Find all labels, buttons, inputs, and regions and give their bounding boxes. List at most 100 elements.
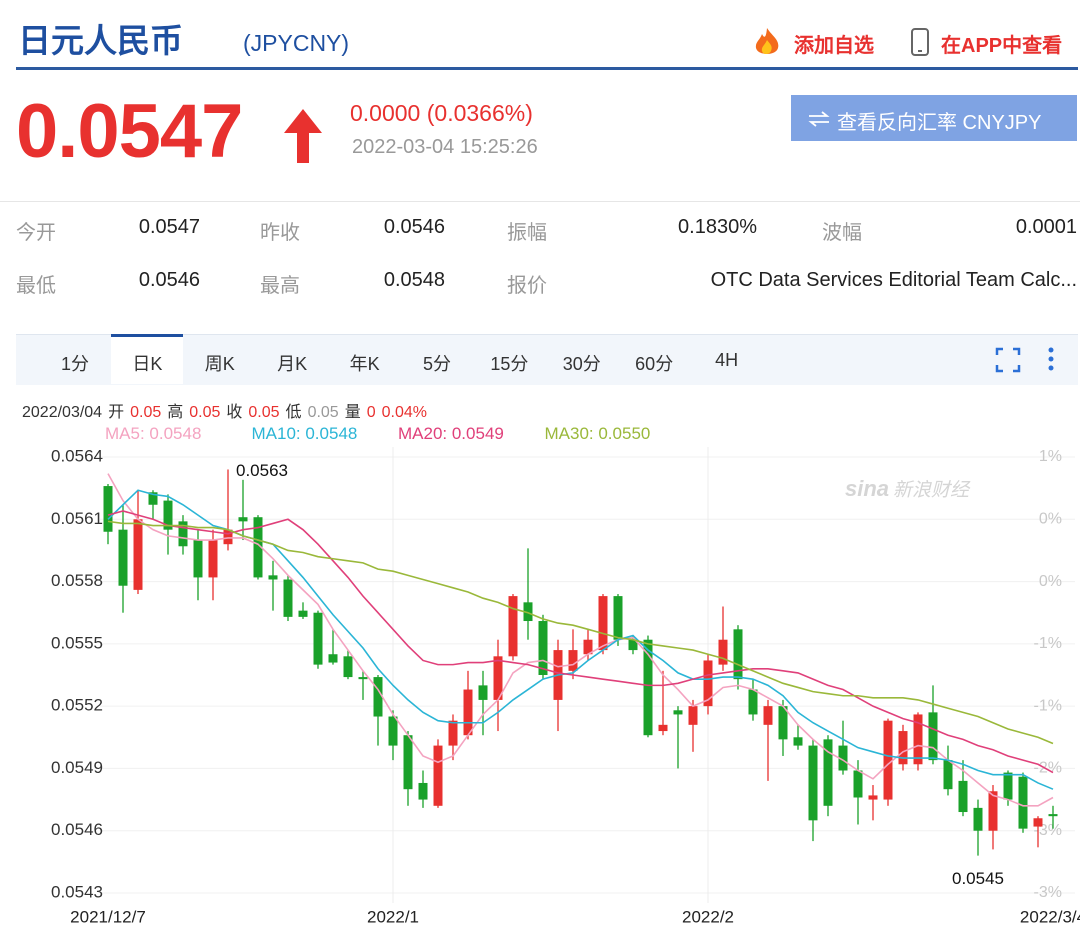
candle-body [733, 629, 743, 680]
y-tick-label: 0.0546 [51, 820, 103, 839]
stat-label: 最低 [16, 275, 56, 297]
legend-entry: MA10: 0.0548 [251, 424, 358, 443]
y-tick-label: 0.0558 [51, 571, 103, 590]
fullscreen-icon[interactable] [994, 346, 1022, 374]
candle-body [253, 517, 263, 578]
candle-body [163, 500, 173, 530]
change: 0.0000 (0.0366%) [350, 100, 533, 126]
candle-body [1048, 814, 1058, 817]
candle-body [478, 685, 488, 700]
candle-body [898, 731, 908, 765]
tab[interactable]: 5分 [422, 354, 451, 374]
min-annotation: 0.0545 [952, 869, 1004, 888]
active-tab-bg [111, 334, 184, 384]
candle-body [388, 716, 398, 746]
candle-body [613, 596, 623, 640]
up-arrow [284, 109, 322, 163]
stat-label: 昨收 [260, 222, 300, 244]
candle-body [628, 639, 638, 651]
tab[interactable]: 年K [349, 354, 380, 374]
legend-entry: MA30: 0.0550 [544, 424, 651, 443]
candle-body [493, 656, 503, 700]
info-label: 开 [108, 404, 125, 421]
fire-icon [755, 28, 779, 54]
candle-body [598, 596, 608, 651]
candle-body [403, 735, 413, 790]
stat-value: 0.0546 [383, 216, 445, 238]
reverse-label: 查看反向汇率 CNYJPY [837, 112, 1042, 134]
stat-label: 今开 [16, 222, 56, 244]
candle-body [118, 529, 128, 586]
info-date: 2022/03/04 [22, 404, 103, 421]
stat-label: 报价 [507, 275, 547, 297]
y2-tick-label: -1% [1034, 635, 1062, 652]
open-app[interactable]: 在APP中查看 [941, 35, 1063, 57]
candle-body [928, 712, 938, 761]
candle-body [1003, 772, 1013, 800]
header-rule [16, 67, 1078, 70]
y2-tick-label: -2% [1034, 760, 1062, 777]
tab[interactable]: 60分 [635, 354, 674, 374]
x-tick-label: 2022/2 [682, 907, 734, 926]
candle-body [718, 639, 728, 665]
watermark-logo: sina [845, 476, 889, 501]
info-line: 2022/03/04 开 0.05 高 0.05 收 0.05 低 0.05 量 0 0.04% [22, 398, 433, 422]
stat-value: 0.1830% [678, 216, 757, 238]
stat-label: 波幅 [822, 222, 862, 244]
phone-icon [911, 28, 929, 56]
candle-body [208, 540, 218, 578]
candle-body [223, 529, 233, 545]
candle-body [418, 782, 428, 800]
y-tick-label: 0.0543 [51, 882, 103, 901]
candle-body [568, 650, 578, 671]
y2-tick-label: -1% [1034, 697, 1062, 714]
tab[interactable]: 15分 [490, 354, 529, 374]
tab[interactable]: 周K [204, 354, 235, 374]
candle-body [193, 540, 203, 578]
stat-label: 振幅 [507, 222, 547, 244]
candle-body [1018, 776, 1028, 829]
candle-body [523, 602, 533, 622]
stat-value: 0.0546 [138, 269, 200, 291]
ma-line [107, 473, 1054, 807]
code: (JPYCNY) [243, 30, 350, 56]
y2-tick-label: 1% [1039, 448, 1062, 465]
add-watchlist[interactable]: 添加自选 [794, 35, 874, 57]
info-change: 0.04% [381, 404, 427, 421]
ma-line [107, 510, 1054, 774]
candle-body [268, 575, 278, 580]
y2-tick-label: 0% [1039, 511, 1062, 528]
tab[interactable]: 30分 [562, 354, 601, 374]
info-value: 0.05 [307, 404, 339, 421]
tab[interactable]: 日K [132, 354, 163, 374]
title: 日元人民币 [18, 22, 183, 59]
tab[interactable]: 1分 [60, 354, 89, 374]
y-tick-label: 0.0552 [51, 696, 103, 715]
reverse-button[interactable]: 查看反向汇率 CNYJPY [791, 95, 1077, 141]
tab[interactable]: 4H [715, 350, 739, 370]
candle-body [943, 760, 953, 790]
stat-value: OTC Data Services Editorial Team Calc... [710, 269, 1077, 291]
candle-body [103, 486, 113, 532]
candle-body [313, 612, 323, 665]
tab[interactable]: 月K [277, 354, 308, 374]
candle-body [538, 621, 548, 675]
y-tick-label: 0.0561 [51, 509, 103, 528]
candle-body [973, 807, 983, 831]
more-icon[interactable] [1044, 344, 1058, 374]
candle-body [178, 521, 188, 547]
info-label: 收 [226, 404, 243, 421]
candle-body [448, 720, 458, 746]
stat-value: 0.0001 [1015, 216, 1077, 238]
candle-body [643, 639, 653, 736]
candle-body [238, 517, 248, 522]
candle-body [508, 596, 518, 657]
candle-body [463, 689, 473, 736]
candle-body [763, 706, 773, 725]
candle-body [823, 739, 833, 806]
legend-entry: MA20: 0.0549 [398, 424, 504, 443]
candle-body [748, 689, 758, 715]
swap-icon [808, 111, 830, 127]
candle-body [838, 745, 848, 771]
y-tick-label: 0.0555 [51, 633, 103, 652]
